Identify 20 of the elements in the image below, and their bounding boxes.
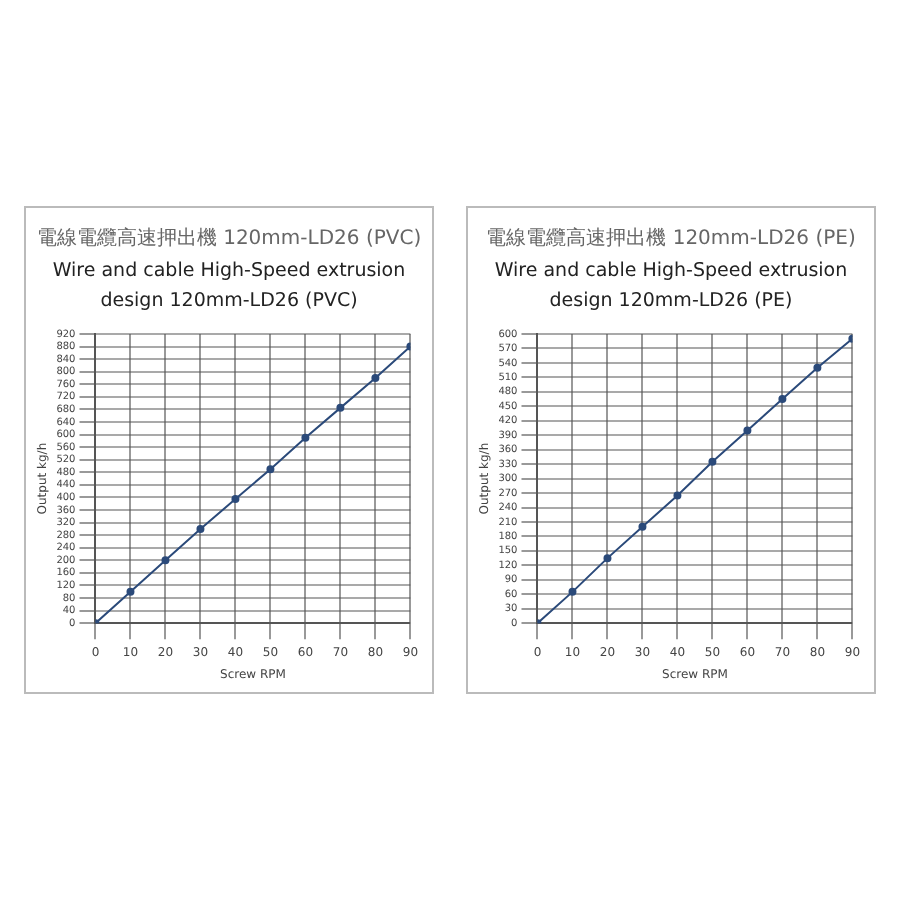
point [161,556,170,565]
point [231,495,240,504]
chart-subtitle: Wire and cable High-Speed extrusion design 120mm-LD26 (PVC) [50,258,408,316]
point [708,457,717,466]
point [301,433,310,442]
point [813,363,822,372]
point [568,587,577,596]
chart-title: 電線電纜高速押出機 120mm-LD26 (PE) [484,225,858,252]
point [673,491,682,500]
point [266,465,275,474]
point [638,522,647,531]
point [603,554,612,563]
chart-title: 電線電纜高速押出機 120mm-LD26 (PVC) [34,225,424,252]
chart-subtitle: Wire and cable High-Speed extrusion design 120mm-LD26 (PE) [492,258,850,316]
point [371,374,380,383]
point [778,395,787,404]
point [743,426,752,435]
point [196,524,205,533]
point [126,587,135,596]
point [336,403,345,412]
